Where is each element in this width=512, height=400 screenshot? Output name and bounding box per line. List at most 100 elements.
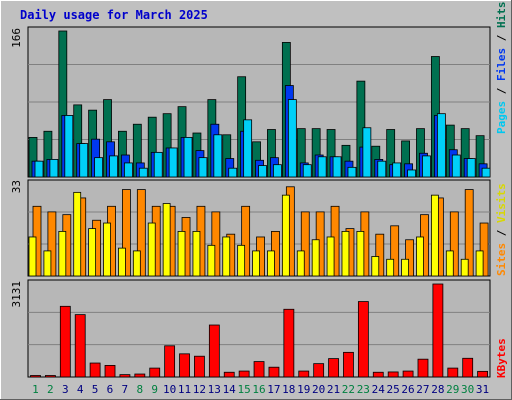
day-label-22: 22: [342, 383, 355, 396]
bar-kbytes-day-15: [239, 371, 249, 377]
bar-visits-day-1: [29, 237, 36, 276]
day-label-8: 8: [136, 383, 143, 396]
bar-pages-day-13: [214, 135, 222, 177]
bar-pages-day-12: [199, 158, 207, 177]
day-label-31: 31: [476, 383, 489, 396]
day-label-19: 19: [297, 383, 310, 396]
bar-kbytes-day-24: [373, 372, 383, 377]
bar-kbytes-day-20: [314, 364, 324, 377]
day-label-18: 18: [282, 383, 295, 396]
day-label-23: 23: [357, 383, 370, 396]
bar-kbytes-day-29: [448, 368, 458, 377]
bar-pages-day-16: [259, 166, 267, 177]
bar-pages-day-22: [348, 167, 356, 177]
kbytes-ymax-label: 3131: [10, 281, 23, 308]
hits-ymax-label: 166: [10, 28, 23, 48]
day-label-12: 12: [193, 383, 206, 396]
bar-pages-day-14: [229, 168, 237, 177]
bar-pages-day-27: [422, 156, 430, 177]
bar-visits-day-8: [133, 251, 140, 276]
bar-visits-day-9: [148, 223, 155, 276]
bar-kbytes-day-21: [329, 359, 339, 377]
bar-kbytes-day-25: [388, 372, 398, 377]
bar-kbytes-day-17: [269, 367, 279, 377]
bar-pages-day-1: [35, 161, 43, 177]
bar-pages-day-4: [80, 144, 88, 177]
bar-visits-day-23: [357, 231, 364, 276]
bar-kbytes-day-3: [60, 306, 70, 377]
day-label-3: 3: [62, 383, 69, 396]
bar-visits-day-21: [327, 237, 334, 276]
bar-kbytes-day-23: [358, 302, 368, 377]
bar-kbytes-day-10: [165, 346, 175, 377]
bar-visits-day-4: [74, 192, 81, 276]
bar-kbytes-day-2: [45, 376, 55, 378]
legend-separator: /: [495, 81, 508, 101]
day-label-17: 17: [267, 383, 280, 396]
bar-pages-day-3: [65, 115, 73, 177]
bar-pages-day-8: [139, 168, 147, 177]
bar-visits-day-14: [223, 237, 230, 276]
bar-visits-day-31: [476, 251, 483, 276]
bar-visits-day-29: [446, 251, 453, 276]
day-label-20: 20: [312, 383, 325, 396]
kbytes-legend-label: KBytes: [495, 338, 508, 378]
bar-visits-day-11: [178, 231, 185, 276]
bar-visits-day-6: [104, 223, 111, 276]
bar-visits-day-16: [253, 251, 260, 276]
legend-separator: /: [495, 223, 508, 243]
bar-kbytes-day-8: [135, 374, 145, 377]
day-label-30: 30: [461, 383, 474, 396]
bar-visits-day-17: [267, 251, 274, 276]
visits-sites-legend: Sites / Visits: [495, 183, 508, 276]
day-label-2: 2: [47, 383, 54, 396]
bar-pages-day-21: [333, 157, 341, 177]
bar-pages-day-29: [452, 155, 460, 177]
bar-visits-day-13: [208, 245, 215, 276]
bar-kbytes-day-4: [75, 315, 85, 377]
visits-legend-label: Visits: [495, 183, 508, 223]
bar-pages-day-11: [184, 137, 192, 177]
day-label-14: 14: [223, 383, 237, 396]
bar-kbytes-day-7: [120, 375, 130, 377]
bar-pages-day-19: [303, 165, 311, 177]
bar-visits-day-10: [163, 204, 170, 276]
bar-visits-day-12: [193, 231, 200, 276]
bar-visits-day-19: [297, 251, 304, 276]
bar-visits-day-25: [387, 259, 394, 276]
bar-pages-day-28: [437, 114, 445, 177]
day-label-11: 11: [178, 383, 191, 396]
bar-kbytes-day-16: [254, 362, 264, 377]
day-label-6: 6: [107, 383, 114, 396]
bar-pages-day-23: [363, 128, 371, 177]
visits-ymax-label: 33: [10, 180, 23, 193]
bar-kbytes-day-5: [90, 363, 100, 377]
day-label-15: 15: [237, 383, 250, 396]
bar-pages-day-6: [110, 156, 118, 177]
bar-pages-day-2: [50, 159, 58, 177]
day-label-7: 7: [122, 383, 129, 396]
bar-visits-day-30: [461, 259, 468, 276]
bar-kbytes-day-22: [343, 352, 353, 377]
bar-pages-day-18: [288, 100, 296, 177]
day-label-4: 4: [77, 383, 84, 396]
bar-kbytes-day-28: [433, 284, 443, 377]
bar-visits-day-26: [402, 259, 409, 276]
bar-visits-day-7: [118, 248, 125, 276]
bar-kbytes-day-14: [224, 372, 234, 377]
bar-visits-day-27: [416, 237, 423, 276]
bar-pages-day-24: [378, 161, 386, 177]
kbytes-panel: [28, 280, 490, 377]
bar-kbytes-day-9: [150, 368, 160, 377]
bar-visits-day-24: [372, 256, 379, 276]
files-legend-label: Files: [495, 48, 508, 81]
day-label-9: 9: [151, 383, 158, 396]
day-label-28: 28: [431, 383, 444, 396]
bar-kbytes-day-26: [403, 371, 413, 377]
bar-pages-day-25: [393, 163, 401, 177]
bar-kbytes-day-13: [209, 325, 219, 377]
bar-kbytes-day-27: [418, 359, 428, 377]
day-label-13: 13: [208, 383, 221, 396]
chart-title: Daily usage for March 2025: [20, 8, 208, 22]
